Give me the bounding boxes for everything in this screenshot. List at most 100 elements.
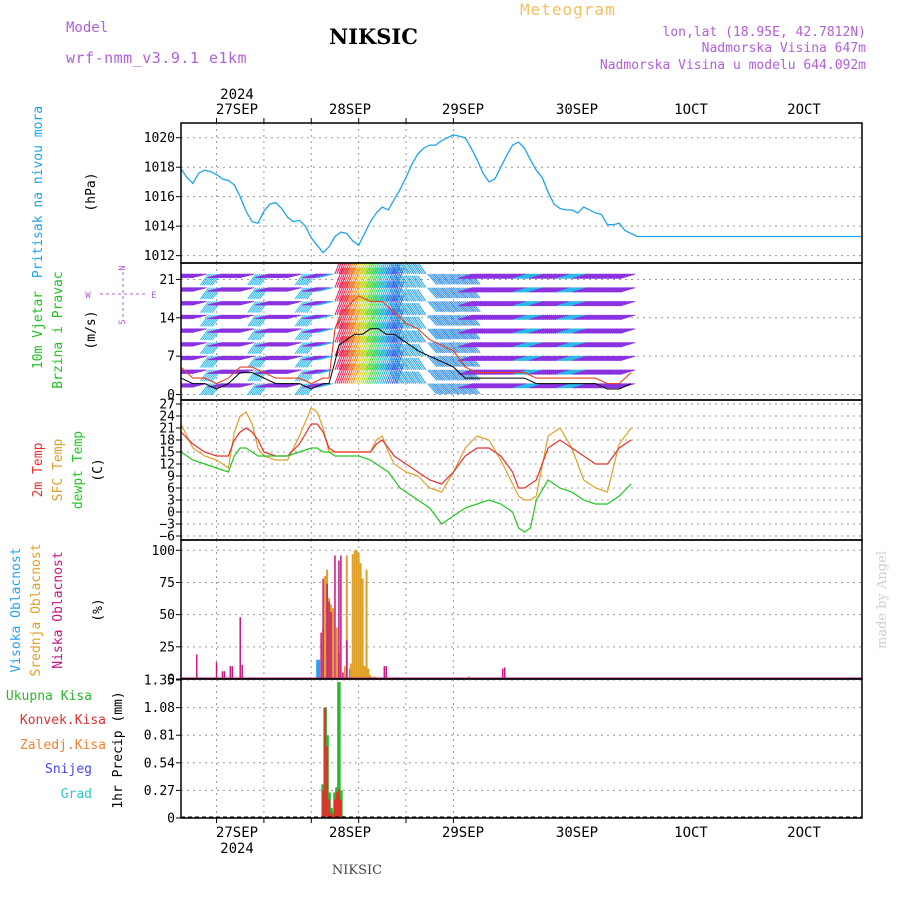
- wind-barb: [533, 369, 549, 375]
- wind-barb: [584, 341, 600, 348]
- wind-barb: [460, 342, 471, 354]
- wind-barb: [534, 355, 551, 362]
- wind-barb: [606, 300, 622, 307]
- wind-barb: [354, 336, 363, 357]
- wind-barb: [409, 302, 419, 316]
- temp-ytick-label: 6: [167, 482, 175, 497]
- wind-barb: [461, 383, 478, 389]
- wind-barb: [393, 371, 403, 384]
- wind-barb: [503, 341, 519, 348]
- wind-barb: [489, 341, 505, 348]
- wind-barb: [435, 383, 446, 395]
- wind-barb: [447, 355, 457, 367]
- wind-barb: [499, 273, 515, 279]
- wind-barb: [372, 281, 381, 302]
- wind-barb: [401, 302, 411, 316]
- cloud-ytick-label: 100: [152, 544, 175, 559]
- wind-barb: [523, 383, 539, 389]
- wind-barb: [413, 289, 423, 302]
- wind-barb: [247, 369, 257, 382]
- wind-barb: [462, 369, 473, 381]
- wind-barb: [358, 349, 367, 371]
- wind-barb: [362, 308, 371, 329]
- wind-barb: [433, 273, 444, 285]
- wind-barb: [471, 383, 488, 389]
- wind-barb: [471, 328, 488, 334]
- wind-barb: [531, 287, 547, 293]
- wind-barb: [447, 383, 457, 395]
- wind-barb: [538, 314, 555, 321]
- wind-barb: [562, 341, 578, 348]
- wind-barb: [249, 383, 259, 396]
- wind-barb: [191, 341, 207, 347]
- wind-barb: [617, 355, 634, 362]
- wind-barb: [437, 314, 447, 326]
- wind-barb: [562, 369, 578, 375]
- wind-barb: [431, 287, 442, 299]
- legend-convective-precip: Konvek.Kisa: [20, 713, 106, 728]
- wind-barb: [249, 314, 259, 327]
- wind-barb: [487, 355, 503, 362]
- wind-barb: [619, 328, 636, 334]
- wind-barb: [615, 328, 632, 334]
- temp-ytick-label: 18: [159, 434, 175, 449]
- wind-barb: [435, 328, 446, 340]
- wind-barb: [362, 349, 371, 371]
- convective-precip-bar: [339, 799, 342, 818]
- wind-barb: [479, 300, 495, 307]
- wind-barb: [346, 308, 355, 329]
- wind-barb: [540, 355, 557, 362]
- wind-barb: [596, 369, 612, 375]
- wind-barb: [393, 302, 403, 316]
- wind-barb: [560, 300, 576, 307]
- wind-barb: [366, 349, 375, 371]
- wind-barb: [542, 355, 559, 362]
- temp-ytick-label: −6: [159, 530, 175, 545]
- wind-barb: [570, 328, 586, 334]
- wind-barb: [550, 383, 567, 389]
- wind-barb: [529, 369, 545, 375]
- wind-barb: [298, 369, 308, 382]
- wind-barb: [415, 275, 425, 288]
- wind-barb: [356, 295, 365, 316]
- wind-barb: [433, 314, 444, 326]
- wind-barb: [588, 383, 604, 389]
- wind-barb: [501, 273, 517, 279]
- wind-barb: [606, 328, 622, 334]
- wind-barb: [604, 300, 620, 307]
- wind-barb: [391, 302, 401, 316]
- wind-barb: [613, 355, 630, 362]
- wind-barb: [399, 289, 409, 302]
- wind-barb: [517, 328, 533, 334]
- wind-barb: [503, 355, 519, 362]
- wind-barb: [600, 369, 616, 375]
- wind-barb: [358, 281, 367, 302]
- wind-barb: [617, 287, 634, 293]
- wind-barb: [431, 301, 442, 313]
- wind-barb: [417, 289, 427, 302]
- wind-barb: [348, 267, 357, 288]
- wind-barb: [366, 322, 375, 343]
- wind-barb: [550, 369, 567, 375]
- wind-barb: [399, 343, 409, 357]
- top-day-label-1: 28SEP: [329, 102, 371, 118]
- wind-barb: [477, 383, 494, 389]
- wind-barb: [366, 267, 375, 288]
- wind-barb: [393, 275, 403, 288]
- wind-barb: [556, 341, 572, 348]
- wind-barb: [501, 287, 517, 293]
- wind-barb: [538, 273, 555, 279]
- low-cloud-bar: [196, 654, 198, 679]
- wind-barb: [507, 355, 523, 362]
- wind-barb: [576, 341, 592, 348]
- wind-barb: [447, 328, 457, 340]
- wind-barb: [572, 355, 588, 362]
- wind-barb: [429, 287, 440, 299]
- wind-barb: [531, 355, 547, 362]
- wind-barb: [596, 287, 612, 293]
- wind-barb: [479, 355, 495, 362]
- wind-barb: [447, 273, 457, 285]
- wind-barb: [413, 357, 423, 371]
- wind-barb: [485, 328, 501, 334]
- wind-barb: [457, 314, 474, 321]
